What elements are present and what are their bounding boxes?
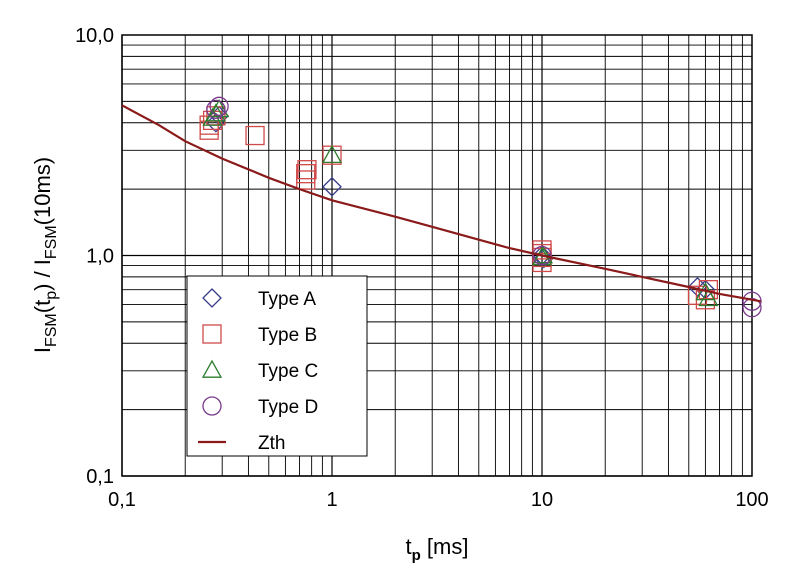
legend-swatch-type-c	[201, 359, 223, 378]
legend-box	[186, 275, 368, 457]
y-axis-label-part3: (t	[30, 300, 55, 313]
data-point-type-c	[208, 99, 230, 118]
legend-label-type-b: Type B	[258, 325, 317, 346]
y-axis-label: IFSM(tp) / IFSM(10ms)	[30, 157, 60, 353]
y-axis-label-part1: I	[30, 347, 55, 353]
legend: Type A Type B Type C Type D Zth	[186, 275, 368, 457]
plot-area-border	[121, 34, 753, 477]
x-axis-label-sub: p	[412, 547, 421, 564]
data-point-type-d	[532, 245, 552, 266]
data-point-type-b	[532, 240, 552, 260]
x-axis-label-rest: [ms]	[421, 534, 469, 559]
series-line-zth	[121, 104, 761, 303]
data-point-type-b	[296, 164, 316, 184]
tick-labels: 0,1 1 10 100 0,1 1,0 10,0	[75, 25, 769, 511]
y-tick-label: 10,0	[75, 25, 114, 47]
legend-label-type-a: Type A	[258, 289, 316, 310]
grid	[121, 35, 752, 477]
y-tick-label: 1,0	[86, 246, 114, 268]
legend-label-type-c: Type C	[258, 361, 318, 382]
y-axis-label-part5: ) / I	[30, 259, 55, 291]
legend-label-type-d: Type D	[258, 397, 318, 418]
y-axis-label-part4: p	[43, 291, 60, 300]
x-axis-label: tp [ms]	[406, 534, 469, 564]
x-tick-label: 0,1	[108, 489, 136, 511]
y-tick-label: 0,1	[86, 466, 114, 488]
y-axis-label-part2: FSM	[43, 313, 60, 347]
data-point-type-b	[199, 120, 219, 140]
data-point-type-d	[206, 99, 226, 120]
data-point-type-b	[687, 285, 708, 305]
x-tick-label: 100	[735, 489, 768, 511]
data-point-type-a	[687, 277, 708, 297]
data-marks	[121, 96, 762, 318]
data-point-type-b	[245, 125, 265, 146]
data-point-type-b	[297, 160, 317, 180]
data-point-type-c	[698, 287, 719, 307]
data-point-type-c	[205, 103, 227, 122]
data-point-type-d	[742, 291, 762, 311]
x-tick-label: 1	[326, 489, 337, 511]
legend-swatch-type-a	[202, 288, 222, 308]
y-axis-label-part7: (10ms)	[30, 157, 55, 225]
y-axis-label-part6: FSM	[43, 225, 60, 259]
x-axis-label-main: t	[406, 534, 412, 559]
legend-swatch-type-b	[202, 324, 222, 344]
data-point-type-a	[322, 176, 342, 197]
legend-label-zth: Zth	[258, 433, 285, 454]
x-tick-label: 10	[531, 489, 553, 511]
data-point-type-d	[209, 96, 229, 116]
legend-swatch-type-d	[202, 396, 222, 416]
data-point-type-c	[321, 144, 343, 164]
